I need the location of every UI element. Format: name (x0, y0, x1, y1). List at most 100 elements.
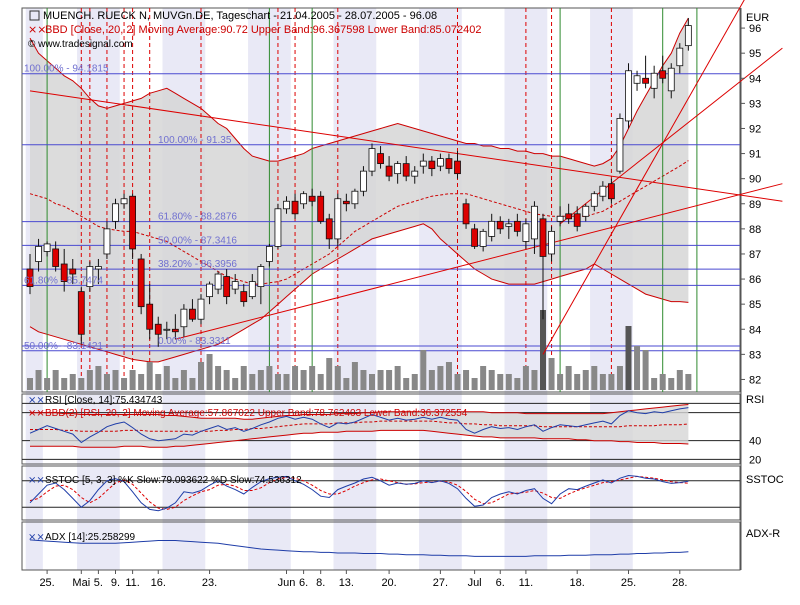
candle-body (257, 266, 265, 287)
fib-label: 61.80% - 85.7474 (24, 275, 103, 286)
candle-body (52, 248, 60, 267)
candle-body (608, 183, 615, 200)
volume-bar (163, 366, 170, 390)
candle-body (154, 323, 162, 335)
volume-bar (411, 374, 418, 390)
rsi-cross-icon: ⨯⨯ (28, 395, 45, 406)
candle-body (419, 160, 427, 167)
rsi-label: RSI (746, 394, 764, 406)
candle-body (231, 281, 239, 290)
fib-label: 50.00% - 87.3416 (158, 235, 237, 246)
candle-body (479, 230, 487, 247)
volume-bar (309, 366, 316, 390)
volume-bar (172, 378, 179, 390)
candle-body (129, 195, 137, 250)
panel-frame-adx (21, 521, 741, 571)
chart-title: MUENCH. RUECK N, MUVGn.DE, Tageschart - … (43, 10, 437, 22)
fib-label: 38.20% - 86.3956 (158, 259, 237, 270)
candle-body (86, 266, 94, 287)
candle-body (43, 243, 51, 252)
bbd-cross-icon: ⨯⨯ (28, 24, 46, 36)
volume-bar (180, 370, 187, 390)
candle-body (351, 190, 359, 205)
x-tick-label: 8. (316, 577, 325, 589)
volume-bar (437, 366, 444, 390)
x-tick-label: Jun (278, 577, 296, 589)
fib-label: 50.00% - 83.1421 (24, 341, 103, 352)
price-tick-label: 82 (749, 374, 761, 386)
volume-bar (651, 378, 658, 390)
volume-bar (300, 370, 307, 390)
price-tick-label: 94 (749, 73, 761, 85)
trendline (175, 183, 783, 340)
candle-body (590, 193, 598, 207)
adx-label: ADX-R (746, 528, 780, 540)
volume-bar (121, 378, 128, 390)
trendline (29, 90, 783, 202)
candle-body (60, 263, 68, 282)
candle-body (548, 230, 555, 255)
price-tick-label: 89 (749, 199, 761, 211)
rsi-lower-line (30, 429, 689, 448)
price-tick-label: 83 (749, 349, 761, 361)
price-tick-label: 85 (749, 299, 761, 311)
rsi-bbd-legend: BBD(2) [RSI, 20, 2] Moving Average:57.86… (45, 408, 468, 419)
source-legend: © www.tradesignal.com (28, 39, 133, 50)
candle-body (582, 205, 590, 217)
marks-layer (22, 0, 783, 574)
candle-body (214, 273, 222, 290)
volume-bar (283, 374, 290, 390)
volume-bar (522, 366, 529, 390)
candle-body (565, 213, 573, 220)
candle-body (300, 193, 308, 205)
adx-line (29, 539, 689, 557)
candle-body (625, 70, 632, 122)
candle-body (197, 298, 205, 320)
x-tick-label: 6. (496, 577, 505, 589)
x-tick-label: 16. (151, 577, 166, 589)
volume-bar (155, 374, 162, 390)
volume-bar (35, 370, 42, 390)
candle-body (180, 308, 188, 328)
currency-label: EUR (746, 12, 769, 24)
trendline (542, 0, 745, 355)
volume-bar (206, 354, 213, 390)
volume-bar (86, 370, 93, 390)
candle-body (189, 308, 196, 320)
volume-bar (266, 366, 273, 390)
rsi-band-area (30, 404, 689, 448)
volume-bar (403, 378, 410, 390)
candle-body (368, 148, 376, 172)
candle-body (240, 291, 248, 303)
x-tick-label: 20. (381, 577, 396, 589)
volume-bar (317, 374, 324, 390)
rsi-bbd-cross-icon: ⨯⨯ (28, 408, 45, 419)
rsi-tick-label: 20 (749, 454, 761, 466)
candle-body (616, 118, 624, 172)
candle-body (308, 195, 316, 202)
volume-bar (574, 374, 581, 390)
candle-body (488, 220, 496, 237)
fib-label: 100.00% - 94.1815 (24, 64, 109, 75)
fib-label: 61.80% - 88.2876 (158, 212, 237, 223)
rsi-tick-label: 40 (749, 436, 761, 448)
candle-body (462, 203, 470, 225)
sstoc-k-line (29, 474, 689, 512)
x-tick-label: 13. (339, 577, 354, 589)
volume-bar (351, 362, 358, 390)
candle-body (206, 283, 213, 298)
price-tick-label: 87 (749, 249, 761, 261)
volume-bar (608, 374, 615, 390)
volume-bar (334, 366, 341, 390)
volume-bar (488, 370, 495, 390)
sstoc-cross-icon: ⨯⨯ (28, 475, 45, 486)
candle-body (633, 75, 641, 84)
volume-bar (240, 366, 247, 390)
candle-body (454, 160, 461, 175)
x-tick-label: 28. (672, 577, 687, 589)
volume-bar (223, 370, 230, 390)
price-tick-label: 84 (749, 324, 761, 336)
volume-bar (292, 366, 299, 390)
candle-body (69, 268, 77, 275)
price-tick-label: 90 (749, 174, 761, 186)
